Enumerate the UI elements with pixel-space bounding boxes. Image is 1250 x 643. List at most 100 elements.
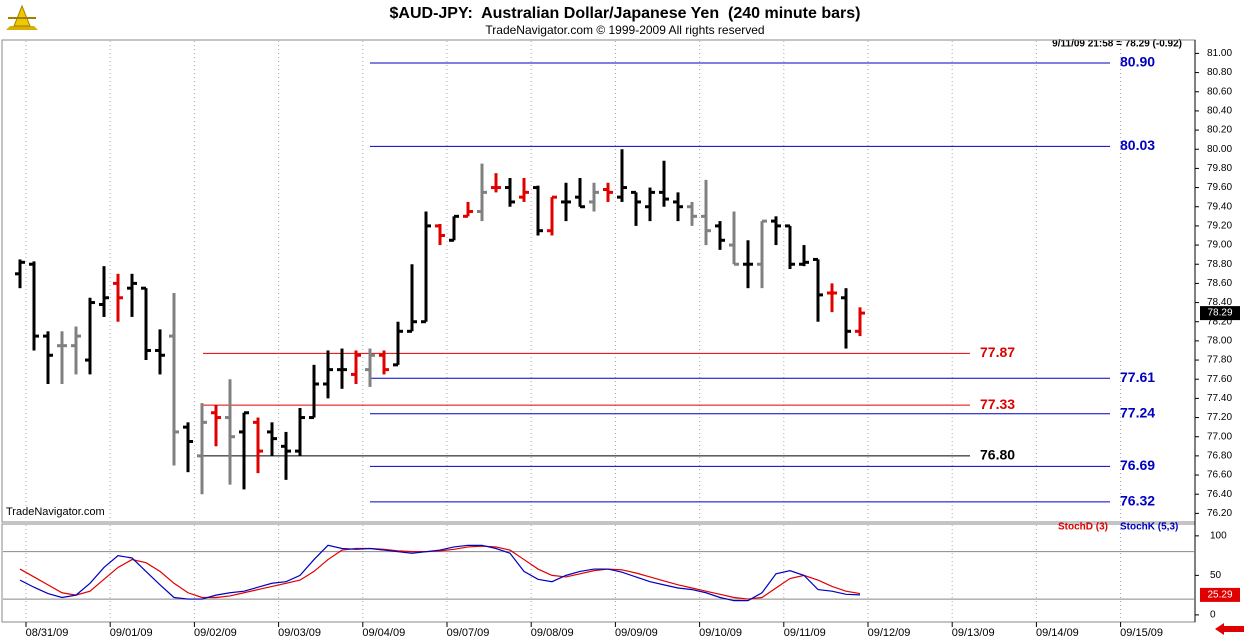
ohlc-bar: [407, 264, 417, 333]
y-tick-label: 77.80: [1207, 355, 1232, 366]
ohlc-bar: [323, 350, 333, 399]
stoch-line: [19, 545, 861, 600]
ohlc-bar: [785, 224, 795, 270]
x-tick-label: 09/07/09: [447, 627, 490, 639]
ohlc-bar: [421, 211, 431, 324]
y-tick-label: 79.60: [1207, 182, 1232, 193]
logo: [6, 4, 38, 30]
y-tick-label: 78.20: [1207, 316, 1232, 327]
level-label: 76.32: [1120, 493, 1155, 509]
y-tick-label: 80.40: [1207, 106, 1232, 117]
ohlc-bar: [141, 286, 151, 361]
y-tick-label: 77.40: [1207, 393, 1232, 404]
chart-title: $AUD-JPY: Australian Dollar/Japanese Yen…: [390, 5, 861, 22]
y-tick-label: 50: [1210, 570, 1222, 581]
y-tick-label: 79.40: [1207, 201, 1232, 212]
ohlc-bar: [351, 350, 361, 385]
x-tick-label: 09/14/09: [1036, 627, 1079, 639]
x-tick-label: 09/11/09: [784, 627, 826, 639]
ohlc-bar: [799, 245, 809, 267]
y-tick-label: 78.80: [1207, 259, 1232, 270]
ohlc-bar: [491, 173, 501, 193]
ohlc-bar: [715, 221, 725, 250]
ohlc-bar: [673, 192, 683, 222]
y-tick-label: 78.00: [1207, 336, 1232, 347]
ohlc-bar: [225, 379, 235, 485]
ohlc-bar: [547, 195, 557, 236]
ohlc-bar: [757, 219, 767, 289]
ohlc-bar: [813, 257, 823, 322]
ohlc-bar: [309, 364, 319, 420]
ohlc-bar: [771, 216, 781, 246]
level-label: 80.90: [1120, 54, 1155, 70]
x-tick-label: 08/31/09: [26, 627, 69, 639]
ohlc-bar: [533, 185, 543, 236]
level-label: 77.87: [980, 344, 1015, 360]
ohlc-bar: [435, 223, 445, 246]
x-tick-label: 09/08/09: [531, 627, 574, 639]
ohlc-bar: [631, 190, 641, 226]
ohlc-bar: [71, 326, 81, 375]
scroll-arrow[interactable]: [1215, 623, 1244, 635]
x-tick-label: 09/15/09: [1120, 627, 1163, 639]
level-label: 77.24: [1120, 404, 1155, 420]
ohlc-bar: [183, 422, 193, 473]
ohlc-bar: [603, 182, 613, 202]
y-tick-label: 100: [1210, 530, 1227, 541]
ohlc-bar: [687, 201, 697, 226]
legend-entry: StochD (3): [1058, 522, 1108, 533]
y-tick-label: 80.60: [1207, 86, 1232, 97]
ohlc-bar: [113, 273, 123, 322]
ohlc-bar: [85, 297, 95, 375]
y-tick-label: 80.80: [1207, 67, 1232, 78]
level-label: 77.33: [980, 396, 1015, 412]
ohlc-bar: [855, 307, 865, 337]
ohlc-bar: [253, 417, 263, 474]
ohlc-bar: [589, 182, 599, 212]
ohlc-bar: [463, 201, 473, 218]
ohlc-bar: [169, 292, 179, 466]
y-tick-label: 76.80: [1207, 451, 1232, 462]
ohlc-bar: [505, 177, 515, 207]
ohlc-bar: [43, 331, 53, 385]
y-tick-label: 76.60: [1207, 470, 1232, 481]
ohlc-bar: [197, 403, 207, 495]
ohlc-bar: [729, 211, 739, 266]
watermark: TradeNavigator.com: [6, 506, 105, 518]
ohlc-bar: [645, 187, 655, 222]
ohlc-bar: [701, 179, 711, 246]
legend-entry: StochK (5,3): [1120, 522, 1178, 533]
x-tick-label: 09/01/09: [110, 627, 153, 639]
y-tick-label: 77.00: [1207, 431, 1232, 442]
y-tick-label: 80.00: [1207, 144, 1232, 155]
level-label: 80.03: [1120, 137, 1155, 153]
ohlc-bar: [841, 288, 851, 349]
ohlc-bar: [281, 431, 291, 480]
ohlc-bar: [477, 163, 487, 222]
ohlc-bar: [57, 331, 67, 385]
y-tick-label: 77.20: [1207, 412, 1232, 423]
ohlc-bar: [617, 149, 627, 202]
y-tick-label: 79.80: [1207, 163, 1232, 174]
y-tick-label: 81.00: [1207, 48, 1232, 59]
y-tick-label: 78.40: [1207, 297, 1232, 308]
last-info: 9/11/09 21:58 = 78.29 (-0.92): [1052, 39, 1182, 50]
y-tick-label: 78.60: [1207, 278, 1232, 289]
last-value-box: [1200, 587, 1240, 602]
ohlc-bar: [379, 350, 389, 375]
ohlc-bar: [449, 214, 459, 242]
ohlc-bar: [659, 160, 669, 207]
y-tick-label: 80.20: [1207, 125, 1232, 136]
ohlc-bar: [127, 273, 137, 317]
x-tick-label: 09/02/09: [194, 627, 237, 639]
x-tick-label: 09/12/09: [868, 627, 911, 639]
x-tick-label: 09/04/09: [362, 627, 405, 639]
ohlc-bar: [743, 240, 753, 289]
x-tick-label: 09/10/09: [699, 627, 742, 639]
x-tick-label: 09/03/09: [278, 627, 321, 639]
level-label: 76.69: [1120, 457, 1155, 473]
y-tick-label: 0: [1210, 610, 1216, 621]
y-tick-label: 79.00: [1207, 240, 1232, 251]
